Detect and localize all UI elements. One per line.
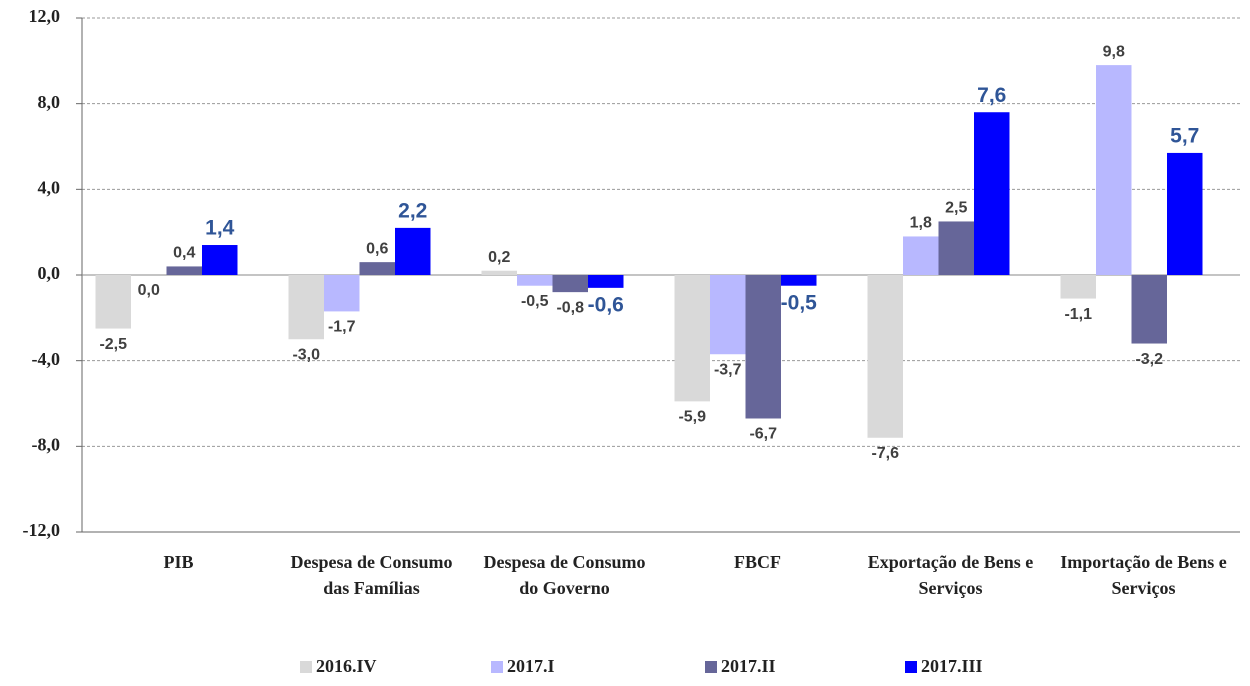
value-label: 2,2 <box>398 199 427 222</box>
bar <box>588 275 624 288</box>
value-label: -0,5 <box>521 293 549 310</box>
legend-label: 2016.IV <box>316 656 377 676</box>
value-label: -0,8 <box>556 299 584 316</box>
bar <box>745 275 781 419</box>
bar <box>781 275 817 286</box>
bar <box>938 221 974 275</box>
x-tick-label: PIB <box>163 552 194 572</box>
value-label: -2,5 <box>99 336 127 353</box>
value-label: 5,7 <box>1170 124 1199 147</box>
value-label: 2,5 <box>945 200 967 217</box>
bar <box>903 236 939 275</box>
bar <box>1060 275 1096 299</box>
legend-label: 2017.III <box>921 656 983 676</box>
value-label: -5,9 <box>678 409 706 426</box>
value-label: -3,2 <box>1135 351 1163 368</box>
bar <box>1131 275 1167 344</box>
value-label: -7,6 <box>871 445 899 462</box>
value-label: -6,7 <box>749 426 777 443</box>
bar <box>481 270 517 275</box>
value-label: -3,7 <box>714 361 742 378</box>
bar <box>552 275 588 293</box>
bar <box>1167 152 1203 275</box>
bar <box>867 275 903 438</box>
bar <box>202 245 238 275</box>
bar <box>674 275 710 402</box>
bar <box>1096 65 1132 275</box>
value-label: 1,4 <box>205 217 235 240</box>
y-tick-label: 4,0 <box>38 177 61 197</box>
y-tick-label: -4,0 <box>32 349 61 369</box>
value-label: 9,8 <box>1103 43 1125 60</box>
legend-label: 2017.II <box>721 656 776 676</box>
x-tick-label: Despesa de Consumo das Famílias <box>290 552 453 598</box>
legend-swatch <box>705 661 717 673</box>
bar <box>517 275 553 286</box>
y-tick-label: 0,0 <box>38 263 61 283</box>
y-tick-label: -12,0 <box>23 520 61 540</box>
x-tick-label: Exportação de Bens e Serviços <box>867 552 1034 598</box>
legend-label: 2017.I <box>507 656 555 676</box>
value-label: -0,6 <box>588 293 624 316</box>
bar <box>395 227 431 275</box>
bar <box>288 275 324 340</box>
bar <box>95 275 131 329</box>
value-label: -3,0 <box>292 346 320 363</box>
value-label: 0,0 <box>138 282 160 299</box>
x-tick-label: Importação de Bens e Serviços <box>1060 552 1227 598</box>
value-label: -1,1 <box>1064 306 1092 323</box>
bar <box>974 112 1010 275</box>
value-label: 1,8 <box>910 215 932 232</box>
value-label: 0,2 <box>488 249 510 266</box>
bar <box>324 275 360 312</box>
y-tick-label: 12,0 <box>29 6 61 26</box>
value-label: -1,7 <box>328 319 356 336</box>
legend-swatch <box>905 661 917 673</box>
value-label: 0,4 <box>173 245 195 262</box>
x-tick-label: Despesa de Consumo do Governo <box>483 552 646 598</box>
legend-swatch <box>491 661 503 673</box>
y-tick-label: 8,0 <box>38 92 61 112</box>
legend-swatch <box>300 661 312 673</box>
y-tick-label: -8,0 <box>32 434 61 454</box>
bar <box>359 262 395 275</box>
value-label: -0,5 <box>781 291 818 314</box>
x-tick-label: FBCF <box>734 552 781 572</box>
value-label: 0,6 <box>366 240 388 257</box>
bar <box>166 266 202 275</box>
value-label: 7,6 <box>977 84 1006 107</box>
bar <box>710 275 746 355</box>
